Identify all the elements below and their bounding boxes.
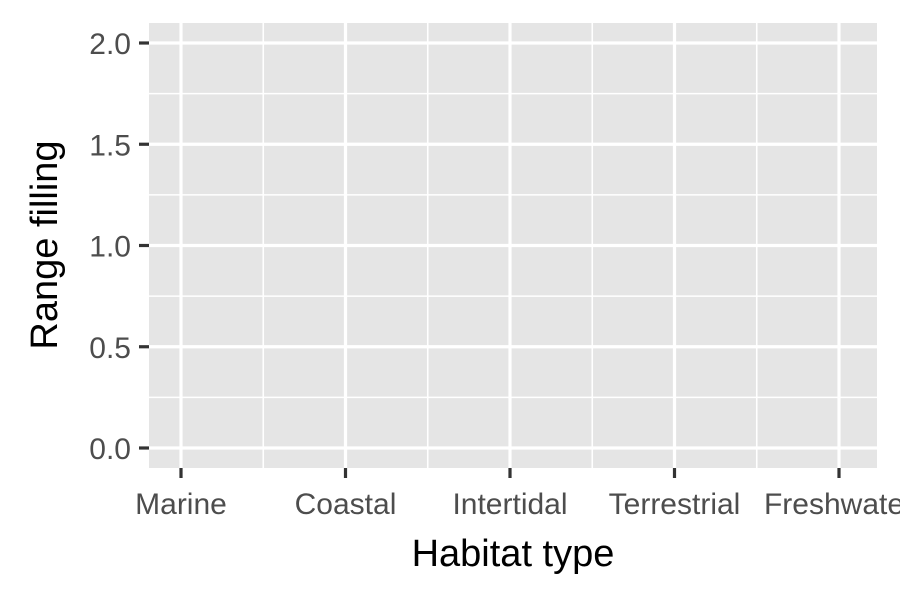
y-axis: 0.0 0.5 1.0 1.5 2.0: [89, 28, 149, 466]
x-tick-label: Intertidal: [452, 488, 567, 521]
y-axis-title: Range filling: [24, 140, 66, 349]
x-tick-label: Marine: [135, 488, 227, 521]
x-tick-label: Terrestrial: [609, 488, 741, 521]
x-tick-label: Coastal: [295, 488, 397, 521]
x-axis: Marine Coastal Intertidal Terrestrial Freshw…: [135, 468, 900, 521]
x-tick-label: Freshwater: [764, 488, 900, 521]
x-axis-title: Habitat type: [412, 533, 615, 575]
y-tick-label: 0.5: [89, 332, 131, 365]
y-tick-label: 1.5: [89, 129, 131, 162]
y-tick-label: 1.0: [89, 231, 131, 264]
major-gridlines: [149, 23, 877, 468]
y-tick-label: 2.0: [89, 28, 131, 61]
y-tick-label: 0.0: [89, 433, 131, 466]
